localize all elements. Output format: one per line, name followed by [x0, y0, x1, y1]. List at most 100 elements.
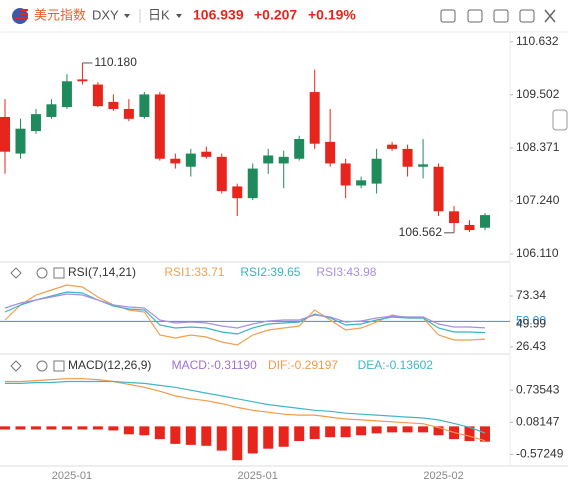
legend-label: DEA:-0.13602 — [358, 358, 434, 372]
indicator-line — [5, 380, 486, 434]
candle-body — [371, 158, 382, 184]
close-icon[interactable] — [544, 9, 556, 23]
candle-body — [263, 155, 274, 164]
y-tick-label: 0.08147 — [516, 415, 560, 429]
candle-body — [294, 139, 305, 159]
marker-label: 49.99 — [516, 317, 546, 331]
macd-bar — [433, 426, 444, 436]
candle-body — [0, 116, 10, 152]
flag-icon — [12, 8, 28, 24]
gear-icon[interactable] — [36, 360, 48, 372]
candle-body — [108, 101, 119, 109]
macd-bar — [263, 426, 274, 449]
macd-bar — [170, 426, 181, 444]
candle-body — [402, 148, 413, 167]
candle-body — [139, 94, 150, 117]
macd-bar — [154, 426, 165, 440]
macd-bar — [0, 426, 10, 430]
macd-bar — [309, 426, 320, 440]
macd-bar — [30, 426, 41, 430]
candle-body — [185, 153, 196, 167]
macd-bar — [356, 426, 367, 436]
dropdown-arrow[interactable] — [176, 14, 182, 18]
index-name: 美元指数 — [34, 7, 86, 22]
macd-bar — [46, 426, 57, 430]
change: +0.207 — [254, 7, 297, 23]
candle-body — [201, 151, 212, 157]
symbol[interactable]: DXY — [92, 7, 119, 22]
candle-body — [170, 158, 181, 164]
candle-body — [216, 156, 227, 192]
tool-icon[interactable] — [519, 9, 535, 23]
tool-icon[interactable] — [440, 9, 456, 23]
macd-bar — [325, 426, 336, 438]
indicator-title: MACD(12,26,9) — [68, 358, 151, 372]
legend-label: RSI2:39.65 — [240, 265, 300, 279]
indicator-title: RSI(7,14,21) — [68, 265, 136, 279]
macd-bar — [139, 426, 150, 436]
price: 106.939 — [193, 7, 244, 23]
indicator-line — [5, 378, 486, 442]
candle-body — [61, 81, 72, 108]
indicator-line — [4, 293, 486, 329]
candle-body — [278, 156, 289, 164]
y-tick-label: 109.502 — [516, 87, 560, 101]
side-button[interactable] — [552, 109, 568, 131]
panel-icon[interactable] — [53, 360, 65, 372]
candle-body — [418, 164, 429, 167]
macd-bar — [108, 426, 119, 431]
legend-label: DIF:-0.29197 — [268, 358, 338, 372]
flag-stripe — [20, 13, 28, 15]
dropdown-arrow[interactable] — [124, 14, 130, 18]
legend-label: RSI3:43.98 — [316, 265, 376, 279]
macd-bar — [232, 426, 243, 461]
candle-body — [46, 104, 57, 117]
header: 美元指数 DXY 日K 106.939 +0.207 +0.19% — [12, 7, 568, 131]
macd-bar — [480, 426, 490, 442]
panel-icon[interactable] — [53, 267, 65, 279]
candle-body — [154, 94, 165, 159]
tool-icon[interactable] — [467, 9, 483, 23]
macd-bar — [371, 426, 382, 434]
flag-stripe — [14, 17, 28, 19]
y-tick-label: 107.240 — [516, 193, 560, 207]
candle-body — [247, 168, 258, 199]
eye-icon[interactable] — [10, 360, 22, 372]
y-tick-label: 0.73543 — [516, 382, 560, 396]
macd-bar — [418, 426, 429, 433]
candle-body — [325, 141, 336, 164]
candle-body — [92, 84, 103, 107]
eye-icon[interactable] — [10, 267, 22, 279]
y-tick-label: -0.57249 — [516, 447, 564, 461]
macd-bar — [185, 426, 196, 445]
macd-bar — [402, 426, 413, 433]
y-tick-label: 50.00 — [516, 314, 546, 328]
candle-body — [480, 215, 490, 228]
macd-bar — [387, 426, 398, 433]
x-tick-label: 2025-01 — [238, 470, 278, 482]
indicator-line — [4, 291, 486, 335]
macd-bar — [61, 426, 72, 430]
macd-bar — [464, 426, 475, 442]
legend-label: RSI1:33.71 — [164, 265, 224, 279]
gear-icon[interactable] — [36, 267, 48, 279]
tool-icon[interactable] — [493, 9, 509, 23]
candle-body — [30, 114, 41, 132]
high-label: 110.180 — [94, 55, 137, 69]
candle-body — [356, 180, 367, 186]
macd-bar — [340, 426, 351, 438]
y-tick-label: 26.43 — [516, 339, 546, 353]
y-tick-label: 110.632 — [516, 34, 559, 48]
candle-body — [449, 211, 460, 224]
macd-bar — [278, 426, 289, 447]
candle-body — [123, 108, 134, 119]
period[interactable]: 日K — [148, 7, 170, 22]
macd-bar — [247, 426, 258, 454]
y-tick-label: 108.371 — [516, 140, 560, 154]
y-tick-label: 106.110 — [516, 246, 559, 260]
candle-body — [387, 144, 398, 149]
candle-body — [309, 92, 320, 144]
low-label: 106.562 — [399, 225, 443, 239]
